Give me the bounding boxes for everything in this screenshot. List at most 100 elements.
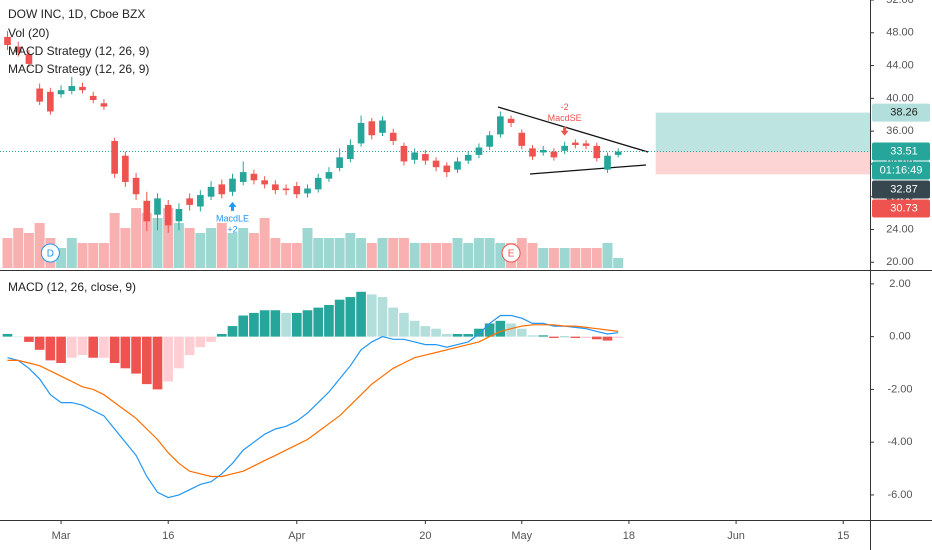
candle-body [293, 186, 301, 195]
volume-bar [484, 238, 495, 268]
histogram-bar [34, 336, 45, 350]
countdown: 01:16:49 [880, 164, 923, 176]
candle-body [347, 145, 354, 159]
volume-bar [409, 243, 420, 268]
x-tick-label: Apr [288, 530, 305, 542]
candle-body [47, 91, 54, 112]
signal-arrow [228, 201, 237, 211]
candle-body [539, 149, 547, 153]
volume-bar [227, 233, 238, 268]
y-tick-label: 36.00 [886, 125, 914, 137]
candle-body [272, 184, 279, 191]
histogram-bar [388, 307, 399, 337]
histogram-bar [420, 326, 431, 337]
candle-body [282, 188, 290, 191]
y-tick-label: 20.00 [886, 256, 914, 268]
volume-bar [602, 243, 613, 268]
candle-body [464, 154, 472, 161]
volume-bar [591, 248, 602, 268]
volume-bar [323, 238, 334, 268]
volume-bar [581, 248, 592, 268]
volume-bar [388, 238, 399, 268]
event-label: D [47, 249, 54, 260]
candle-body [175, 208, 183, 222]
histogram-bar [109, 336, 120, 364]
x-tick-label: May [511, 530, 532, 542]
candle-body [336, 157, 343, 169]
candle-body [411, 152, 418, 160]
histogram-bar [99, 336, 109, 358]
signal-label: MacdSE [548, 113, 582, 123]
candle-body [68, 86, 76, 91]
y-tick-label: 40.00 [886, 92, 914, 104]
volume-bar [281, 243, 292, 268]
signal-qty: -2 [561, 102, 569, 112]
histogram-bar [259, 310, 270, 337]
histogram-bar [474, 328, 484, 337]
histogram-bar [281, 312, 291, 337]
y-tick-label: 48.00 [886, 27, 914, 39]
candle-body [507, 118, 515, 123]
candle-body [550, 151, 558, 158]
histogram-bar [66, 336, 77, 358]
countdown-box [872, 161, 930, 180]
candle-body [111, 140, 118, 174]
histogram-bar [570, 336, 581, 338]
candle-body [239, 172, 247, 182]
price-label: 30.73 [890, 202, 918, 214]
histogram-bar [77, 336, 88, 356]
volume-bar [131, 208, 142, 268]
price-label: 33.51 [890, 145, 918, 157]
histogram-bar [270, 310, 281, 337]
candle-body [432, 160, 440, 168]
candle-body [518, 132, 526, 146]
histogram-bar [377, 297, 388, 337]
candle-body [25, 54, 33, 64]
histogram-bar [559, 336, 570, 338]
histogram-bar [302, 310, 313, 337]
volume-bar [516, 238, 527, 268]
volume-bar [334, 238, 345, 268]
volume-bar [377, 238, 388, 268]
histogram-bar [366, 294, 377, 337]
volume-bar [77, 243, 88, 268]
volume-bar [527, 243, 538, 268]
histogram-bar [206, 336, 216, 342]
trend-line [497, 106, 649, 153]
macd-line [7, 314, 619, 499]
histogram-bar [291, 312, 302, 337]
candle-body [497, 116, 504, 135]
histogram-bar [538, 335, 549, 337]
trend-line [529, 164, 647, 175]
histogram-bar [602, 336, 613, 341]
histogram-bar [463, 334, 474, 337]
histogram-bar [356, 291, 366, 337]
candle-body [304, 188, 311, 194]
candle-body [57, 90, 65, 95]
macd-line [7, 324, 619, 478]
price-label-box [872, 199, 930, 218]
histogram-bar [216, 334, 227, 337]
histogram-bar [152, 336, 163, 390]
histogram-bar [591, 336, 602, 340]
histogram-bar [441, 334, 452, 337]
volume-bar [98, 243, 109, 268]
candle-body [100, 103, 108, 107]
histogram-bar [45, 336, 56, 361]
volume-bar [302, 228, 313, 268]
x-tick-label: 20 [419, 530, 431, 542]
histogram-bar [506, 323, 516, 337]
candle-body [154, 198, 161, 215]
candle-body [89, 95, 97, 100]
volume-bar [452, 238, 463, 268]
volume-bar [366, 243, 377, 268]
volume-bar [56, 248, 67, 268]
candle-body [422, 154, 429, 161]
histogram-bar [527, 335, 538, 337]
candle-body [186, 198, 193, 205]
volume-bar [495, 243, 506, 268]
volume-bar [173, 223, 184, 268]
candle-body [229, 178, 236, 192]
candle-body [143, 200, 151, 222]
